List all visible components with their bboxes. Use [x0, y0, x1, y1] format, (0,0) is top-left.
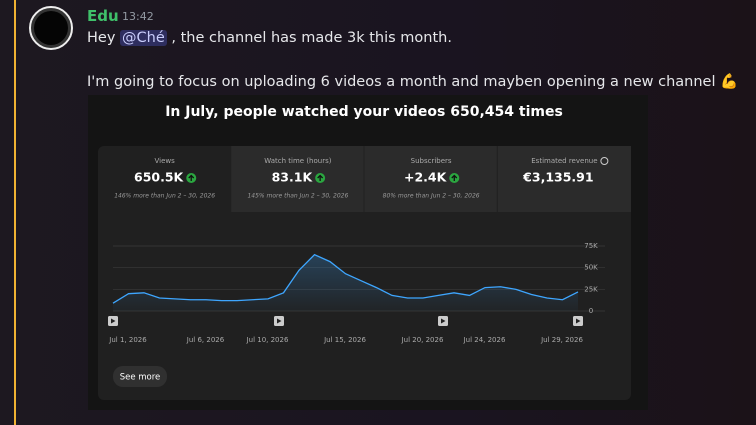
- video-marker-icon: [111, 318, 116, 324]
- line: [112, 253, 579, 304]
- see-more-button[interactable]: [113, 366, 167, 387]
- tab-label: Subscribers: [411, 157, 452, 165]
- message-line: I'm going to focus on uploading 6 videos…: [87, 74, 739, 90]
- button-label[interactable]: See more: [120, 373, 161, 383]
- author[interactable]: Edu: [87, 7, 119, 25]
- x-tick-label: Jul 29, 2026: [540, 336, 583, 344]
- y-tick-label: 25K: [584, 285, 598, 293]
- highlight-bar: [14, 0, 16, 425]
- analytics-card: See more Views 650.5K 146% more than Jun 2…: [98, 146, 631, 400]
- x-tick-label: Jul 20, 2026: [401, 336, 444, 344]
- tab-value: +2.4K: [404, 170, 448, 185]
- text: , the channel has made 3k this month.: [171, 30, 452, 46]
- x-tick-label: Jul 1, 2026: [108, 336, 147, 344]
- text: Hey: [87, 30, 116, 46]
- y-tick-label: 75K: [584, 242, 598, 250]
- tab[interactable]: [231, 146, 364, 212]
- y-tick-label: 0: [589, 307, 593, 315]
- tab-note: 80% more than Jun 2 – 30, 2026: [383, 193, 480, 200]
- video-marker-icon: [576, 318, 581, 324]
- info-icon: [600, 157, 609, 165]
- headline: In July, people watched your videos 650,…: [165, 104, 563, 120]
- tab-value: 650.5K: [134, 170, 185, 185]
- x-tick-label: Jul 10, 2026: [246, 336, 289, 344]
- video-marker-icon: [277, 318, 282, 324]
- trend-up-arrow: [188, 174, 195, 181]
- tab-label: Estimated revenue: [531, 157, 597, 165]
- embed-image: In July, people watched your videos 650,…: [88, 95, 648, 410]
- avatar[interactable]: [29, 6, 73, 50]
- area-fill: [113, 254, 578, 311]
- tab-label: Watch time (hours): [264, 157, 331, 165]
- mention[interactable]: @Ché: [120, 30, 167, 46]
- tab-note: 145% more than Jun 2 – 30, 2026: [247, 193, 348, 200]
- x-tick-label: Jul 15, 2026: [323, 336, 366, 344]
- timestamp: 13:42: [122, 10, 154, 23]
- x-tick-label: Jul 6, 2026: [186, 336, 225, 344]
- y-tick-label: 50K: [584, 264, 598, 272]
- tab-note: 146% more than Jun 2 – 30, 2026: [114, 193, 215, 200]
- x-tick-label: Jul 24, 2026: [463, 336, 506, 344]
- tab-value: 83.1K: [272, 170, 314, 185]
- tab-value: €3,135.91: [522, 170, 593, 185]
- tab-label: Views: [154, 157, 175, 165]
- tab[interactable]: [497, 146, 631, 212]
- tab[interactable]: [364, 146, 497, 212]
- trend-up-arrow: [317, 174, 324, 181]
- trend-up-arrow: [451, 174, 458, 181]
- video-marker-icon: [441, 318, 446, 324]
- message-line: Hey @Ché , the channel has made 3k this …: [87, 30, 452, 46]
